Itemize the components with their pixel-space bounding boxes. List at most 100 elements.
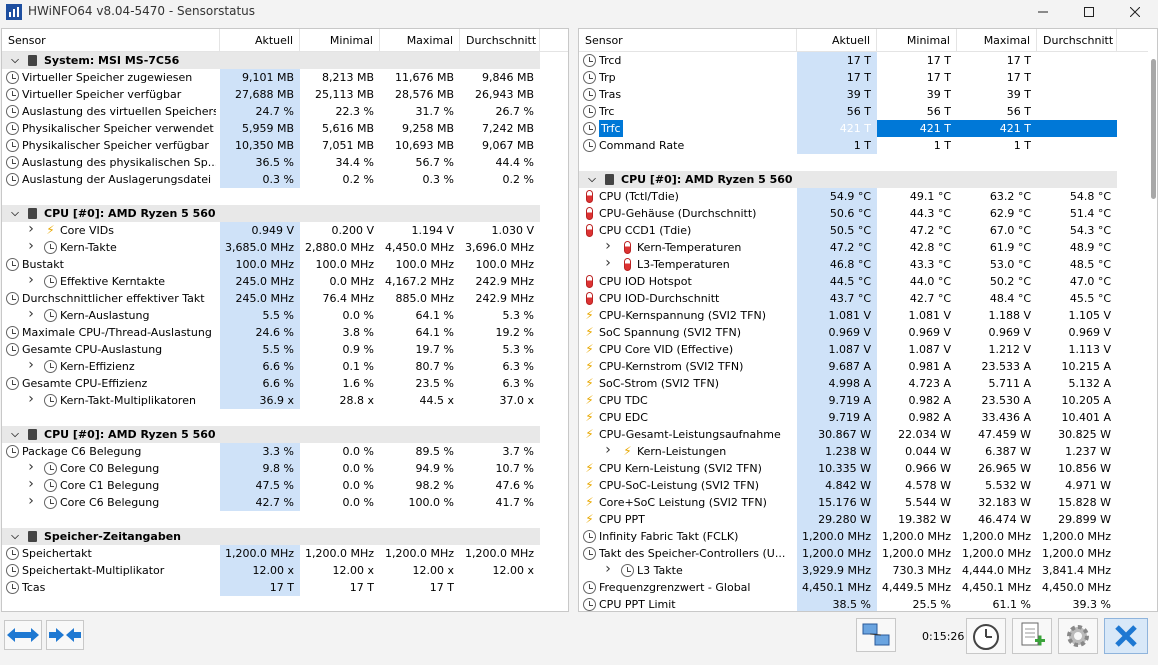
sensor-row[interactable]: › Kern-Temperaturen 47.2 °C 42.8 °C 61.9 °C 4… xyxy=(579,239,1117,256)
column-header-1[interactable]: Aktuell xyxy=(797,29,877,52)
sensor-row[interactable]: › Core C1 Belegung 47.5 % 0.0 % 98.2 % 47.6 % xyxy=(2,477,540,494)
column-header-3[interactable]: Maximal xyxy=(380,29,460,52)
sensor-row[interactable]: › Kern-Takt-Multiplikatoren 36.9 x 28.8 x 44… xyxy=(2,392,540,409)
settings-button[interactable] xyxy=(1058,618,1098,654)
sensor-row[interactable]: Trfc 421 T 421 T 421 T xyxy=(579,120,1117,137)
close-button[interactable] xyxy=(1112,0,1158,24)
sensor-row[interactable]: Virtueller Speicher zugewiesen 9,101 MB 8,… xyxy=(2,69,540,86)
sensor-row[interactable]: › L3 Takte 3,929.9 MHz 730.3 MHz 4,444.0 MHz… xyxy=(579,562,1117,579)
chevron-right-icon[interactable]: › xyxy=(605,561,611,577)
logging-button[interactable] xyxy=(1012,618,1052,654)
chevron-right-icon[interactable]: › xyxy=(605,238,611,254)
sensor-row[interactable]: Tras 39 T 39 T 39 T xyxy=(579,86,1117,103)
sensor-row[interactable]: Tcas 17 T 17 T 17 T xyxy=(2,579,540,596)
sensor-row[interactable]: › Effektive Kerntakte 245.0 MHz 0.0 MHz 4,16… xyxy=(2,273,540,290)
sensor-row[interactable]: Package C6 Belegung 3.3 % 0.0 % 89.5 % 3.7 % xyxy=(2,443,540,460)
sensor-row[interactable]: Auslastung des virtuellen Speichers 24.7 … xyxy=(2,103,540,120)
sensor-row[interactable]: › Kern-Effizienz 6.6 % 0.1 % 80.7 % 6.3 % xyxy=(2,358,540,375)
column-header-1[interactable]: Aktuell xyxy=(220,29,300,52)
sensor-row[interactable]: Maximale CPU-/Thread-Auslastung 24.6 % 3.8… xyxy=(2,324,540,341)
sensor-row[interactable]: ⚡ Core+SoC Leistung (SVI2 TFN) 15.176 W 5.5… xyxy=(579,494,1117,511)
sensor-row[interactable]: CPU (Tctl/Tdie) 54.9 °C 49.1 °C 63.2 °C 54.8… xyxy=(579,188,1117,205)
sensor-row[interactable]: › Kern-Takte 3,685.0 MHz 2,880.0 MHz 4,450.0… xyxy=(2,239,540,256)
sensor-row[interactable]: Trp 17 T 17 T 17 T xyxy=(579,69,1117,86)
column-header-2[interactable]: Minimal xyxy=(300,29,380,52)
sensor-row[interactable]: Takt des Speicher-Controllers (U... 1,200… xyxy=(579,545,1117,562)
sensor-row[interactable]: CPU PPT Limit 38.5 % 25.5 % 61.1 % 39.3 % xyxy=(579,596,1117,611)
sensor-row[interactable]: Command Rate 1 T 1 T 1 T xyxy=(579,137,1117,154)
minimize-button[interactable] xyxy=(1020,0,1066,24)
sensor-row[interactable]: ⚡ SoC-Strom (SVI2 TFN) 4.998 A 4.723 A 5.711… xyxy=(579,375,1117,392)
sensor-group-row[interactable]: ⌵ Speicher-Zeitangaben xyxy=(2,528,540,545)
sensor-row[interactable]: Speichertakt 1,200.0 MHz 1,200.0 MHz 1,200.… xyxy=(2,545,540,562)
sensor-group-row[interactable]: ⌵ CPU [#0]: AMD Ryzen 5 5600 xyxy=(2,205,540,222)
sensor-row[interactable]: Virtueller Speicher verfügbar 27,688 MB 25… xyxy=(2,86,540,103)
scrollbar-thumb[interactable] xyxy=(1151,59,1156,199)
collapse-expand-button[interactable] xyxy=(46,620,84,650)
vertical-scrollbar[interactable] xyxy=(1148,29,1157,611)
sensor-row[interactable]: Physikalischer Speicher verfügbar 10,350 … xyxy=(2,137,540,154)
chevron-down-icon[interactable]: ⌵ xyxy=(11,55,19,66)
sensor-row[interactable]: Auslastung der Auslagerungsdatei 0.3 % 0.2… xyxy=(2,171,540,188)
column-header-3[interactable]: Maximal xyxy=(957,29,1037,52)
chevron-right-icon[interactable]: › xyxy=(28,493,34,509)
sensor-row[interactable]: Auslastung des physikalischen Sp... 36.5 … xyxy=(2,154,540,171)
sensor-row[interactable]: Infinity Fabric Takt (FCLK) 1,200.0 MHz 1,… xyxy=(579,528,1117,545)
sensor-row[interactable]: Bustakt 100.0 MHz 100.0 MHz 100.0 MHz 100.0 … xyxy=(2,256,540,273)
chevron-right-icon[interactable]: › xyxy=(28,476,34,492)
sensor-row[interactable]: CPU IOD Hotspot 44.5 °C 44.0 °C 50.2 °C 47.0… xyxy=(579,273,1117,290)
sensor-row[interactable]: ⚡ CPU-Kernstrom (SVI2 TFN) 9.687 A 0.981 A 2… xyxy=(579,358,1117,375)
chevron-right-icon[interactable]: › xyxy=(28,459,34,475)
chevron-down-icon[interactable]: ⌵ xyxy=(11,531,19,542)
sensor-row[interactable]: Frequenzgrenzwert - Global 4,450.1 MHz 4,4… xyxy=(579,579,1117,596)
sensor-row[interactable]: ⚡ CPU Core VID (Effective) 1.087 V 1.087 V 1… xyxy=(579,341,1117,358)
chevron-right-icon[interactable]: › xyxy=(28,306,34,322)
column-header-0[interactable]: Sensor xyxy=(579,29,797,52)
sensor-row[interactable]: ⚡ CPU-Kernspannung (SVI2 TFN) 1.081 V 1.081… xyxy=(579,307,1117,324)
chevron-right-icon[interactable]: › xyxy=(28,221,34,237)
sensor-row[interactable]: ⚡ CPU EDC 9.719 A 0.982 A 33.436 A 10.401 A xyxy=(579,409,1117,426)
exit-button[interactable] xyxy=(1104,618,1148,654)
sensor-panel-right[interactable]: Sensor Aktuell Minimal Maximal Durchschnitt … xyxy=(578,28,1158,612)
chevron-down-icon[interactable]: ⌵ xyxy=(588,174,596,185)
reset-timer-button[interactable] xyxy=(966,618,1006,654)
column-header-0[interactable]: Sensor xyxy=(2,29,220,52)
sensor-row[interactable]: ⚡ CPU PPT 29.280 W 19.382 W 46.474 W 29.899 W xyxy=(579,511,1117,528)
sensor-group-row[interactable]: ⌵ CPU [#0]: AMD Ryzen 5 5600: Enhanced xyxy=(579,171,1117,188)
sensor-row[interactable]: ⚡ CPU-SoC-Leistung (SVI2 TFN) 4.842 W 4.578… xyxy=(579,477,1117,494)
column-header-2[interactable]: Minimal xyxy=(877,29,957,52)
sensor-panel-left[interactable]: Sensor Aktuell Minimal Maximal Durchschnitt … xyxy=(1,28,569,612)
column-header-4[interactable]: Durchschnitt xyxy=(1037,29,1117,52)
column-header-4[interactable]: Durchschnitt xyxy=(460,29,540,52)
sensor-row[interactable]: › ⚡ Core VIDs 0.949 V 0.200 V 1.194 V 1.030 V xyxy=(2,222,540,239)
chevron-down-icon[interactable]: ⌵ xyxy=(11,429,19,440)
chevron-right-icon[interactable]: › xyxy=(605,255,611,271)
chevron-right-icon[interactable]: › xyxy=(28,238,34,254)
sensor-group-row[interactable]: ⌵ CPU [#0]: AMD Ryzen 5 5600: C-State Bel… xyxy=(2,426,540,443)
chevron-right-icon[interactable]: › xyxy=(605,442,611,458)
sensor-row[interactable]: CPU-Gehäuse (Durchschnitt) 50.6 °C 44.3 °C… xyxy=(579,205,1117,222)
sensor-row[interactable]: Physikalischer Speicher verwendet 5,959 M… xyxy=(2,120,540,137)
chevron-right-icon[interactable]: › xyxy=(28,391,34,407)
sensor-row[interactable]: Trc 56 T 56 T 56 T xyxy=(579,103,1117,120)
sensor-row[interactable]: ⚡ SoC Spannung (SVI2 TFN) 0.969 V 0.969 V 0.… xyxy=(579,324,1117,341)
sensor-row[interactable]: CPU CCD1 (Tdie) 50.5 °C 47.2 °C 67.0 °C 54.3… xyxy=(579,222,1117,239)
sensor-row[interactable]: › Core C6 Belegung 42.7 % 0.0 % 100.0 % 41.7 … xyxy=(2,494,540,511)
sensor-row[interactable]: Durchschnittlicher effektiver Takt 245.0 … xyxy=(2,290,540,307)
chevron-right-icon[interactable]: › xyxy=(28,357,34,373)
network-button[interactable] xyxy=(856,618,896,652)
sensor-group-row[interactable]: ⌵ System: MSI MS-7C56 xyxy=(2,52,540,69)
sensor-row[interactable]: › Kern-Auslastung 5.5 % 0.0 % 64.1 % 5.3 % xyxy=(2,307,540,324)
sensor-row[interactable]: ⚡ CPU TDC 9.719 A 0.982 A 23.530 A 10.205 A xyxy=(579,392,1117,409)
sensor-row[interactable]: ⚡ CPU-Gesamt-Leistungsaufnahme 30.867 W 22.… xyxy=(579,426,1117,443)
chevron-down-icon[interactable]: ⌵ xyxy=(11,208,19,219)
maximize-button[interactable] xyxy=(1066,0,1112,24)
sensor-row[interactable]: › L3-Temperaturen 46.8 °C 43.3 °C 53.0 °C 48.… xyxy=(579,256,1117,273)
sensor-row[interactable]: CPU IOD-Durchschnitt 43.7 °C 42.7 °C 48.4 °… xyxy=(579,290,1117,307)
navigate-back-forward-button[interactable] xyxy=(4,620,42,650)
sensor-row[interactable]: Trcd 17 T 17 T 17 T xyxy=(579,52,1117,69)
sensor-row[interactable]: Gesamte CPU-Auslastung 5.5 % 0.9 % 19.7 % 5.… xyxy=(2,341,540,358)
chevron-right-icon[interactable]: › xyxy=(28,272,34,288)
sensor-row[interactable]: › Core C0 Belegung 9.8 % 0.0 % 94.9 % 10.7 % xyxy=(2,460,540,477)
sensor-row[interactable]: ⚡ CPU Kern-Leistung (SVI2 TFN) 10.335 W 0.9… xyxy=(579,460,1117,477)
